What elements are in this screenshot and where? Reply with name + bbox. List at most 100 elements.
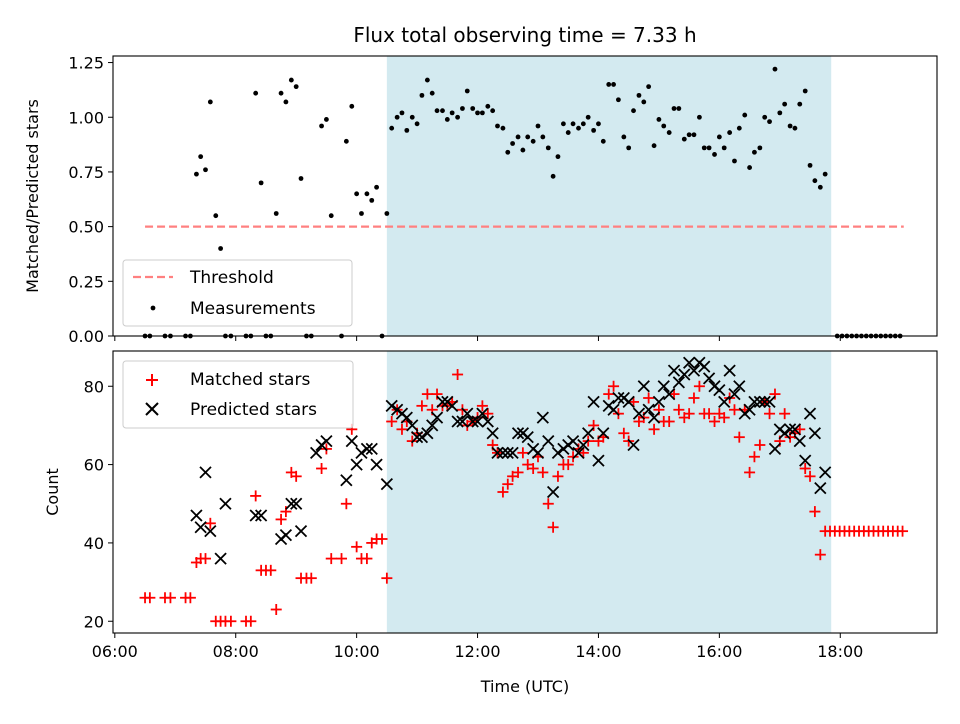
matched-star-point bbox=[476, 400, 488, 412]
predicted-star-point bbox=[415, 431, 429, 444]
top-panel: 0.00 0.25 0.50 0.75 1.00 1.25 Matched/Predict… bbox=[23, 54, 938, 346]
predicted-star-point bbox=[370, 458, 383, 471]
matched-star-point bbox=[361, 553, 373, 565]
predicted-star-point bbox=[199, 466, 212, 479]
matched-star-point bbox=[416, 400, 428, 412]
matched-star-point bbox=[779, 408, 791, 420]
measurement-point bbox=[500, 125, 506, 131]
matched-star-point bbox=[537, 466, 549, 478]
bottom-axes-frame bbox=[112, 350, 938, 634]
measurement-point bbox=[661, 123, 667, 129]
measurement-point bbox=[727, 130, 733, 135]
top-observing-span bbox=[386, 56, 832, 336]
matched-star-point bbox=[764, 408, 776, 420]
measurement-point bbox=[797, 101, 803, 107]
predicted-star-point bbox=[743, 403, 756, 416]
matched-star-point bbox=[497, 486, 509, 498]
measurement-point bbox=[666, 130, 672, 135]
measurement-point bbox=[404, 127, 410, 133]
matched-star-point bbox=[804, 470, 816, 482]
predicted-star-point bbox=[582, 427, 595, 440]
matched-star-point bbox=[683, 408, 695, 420]
measurement-point bbox=[324, 117, 329, 122]
measurement-point bbox=[767, 119, 772, 125]
predicted-star-point bbox=[682, 356, 696, 369]
predicted-star-point bbox=[294, 525, 308, 538]
x-axis-label: Time (UTC) bbox=[480, 677, 569, 696]
matched-star-point bbox=[144, 592, 156, 604]
matched-star-point bbox=[482, 408, 494, 420]
measurement-point bbox=[606, 82, 612, 87]
predicted-star-point bbox=[426, 419, 439, 432]
predicted-star-point bbox=[632, 407, 646, 420]
matched-star-point bbox=[325, 553, 337, 565]
measurement-point bbox=[455, 114, 460, 120]
y-tick-label: 0.75 bbox=[68, 163, 104, 182]
predicted-star-point bbox=[410, 431, 424, 444]
matched-star-point bbox=[290, 470, 302, 482]
measurement-point bbox=[626, 145, 632, 151]
measurement-point bbox=[736, 125, 742, 131]
y-tick-label: 1.00 bbox=[68, 108, 104, 127]
measurement-point bbox=[712, 152, 717, 157]
measurement-point bbox=[384, 211, 390, 216]
predicted-star-point bbox=[320, 434, 333, 448]
predicted-star-point bbox=[446, 399, 459, 412]
measurement-point bbox=[354, 191, 360, 197]
measurement-point bbox=[600, 138, 606, 144]
predicted-star-point bbox=[400, 411, 413, 424]
measurement-point bbox=[555, 154, 561, 160]
measurement-point bbox=[596, 121, 601, 127]
matched-star-point bbox=[452, 369, 464, 380]
matched-star-point bbox=[552, 470, 564, 482]
measurement-point bbox=[565, 130, 571, 135]
measurement-point bbox=[510, 141, 516, 146]
predicted-star-point bbox=[647, 411, 661, 424]
predicted-star-point bbox=[597, 427, 610, 440]
predicted-star-point bbox=[587, 395, 600, 409]
predicted-stars-series bbox=[190, 356, 832, 565]
bottom-panel: 20 40 60 80 06:00 08:00 10:00 12:00 14:00 16:00 1… bbox=[43, 350, 938, 696]
measurement-point bbox=[777, 110, 783, 116]
matched-star-point bbox=[718, 412, 730, 424]
measurement-point bbox=[716, 134, 722, 140]
measurement-point bbox=[616, 97, 621, 103]
predicted-star-point bbox=[481, 415, 494, 428]
measurement-point bbox=[349, 103, 355, 109]
predicted-star-point bbox=[340, 474, 353, 487]
measurement-point bbox=[747, 165, 752, 170]
measurement-point bbox=[278, 90, 284, 96]
matched-star-point bbox=[703, 408, 715, 420]
measurement-point bbox=[520, 147, 526, 153]
predicted-star-point bbox=[748, 395, 761, 409]
matched-star-point bbox=[386, 416, 398, 427]
y-tick-label: 80 bbox=[84, 377, 104, 396]
measurement-point bbox=[641, 99, 647, 105]
measurement-point bbox=[203, 167, 208, 173]
predicted-star-point bbox=[285, 497, 298, 510]
predicted-star-point bbox=[698, 360, 711, 373]
measurement-point bbox=[535, 123, 541, 129]
top-x-axis bbox=[114, 336, 841, 341]
measurement-point bbox=[444, 117, 450, 122]
measurement-point bbox=[812, 178, 818, 184]
predicted-star-point bbox=[607, 403, 620, 416]
matched-star-point bbox=[199, 553, 211, 565]
legend-measurements-swatch bbox=[150, 305, 156, 311]
measurement-point bbox=[686, 132, 692, 138]
measurement-point bbox=[656, 117, 662, 122]
predicted-star-point bbox=[637, 380, 650, 393]
predicted-star-point bbox=[793, 434, 806, 448]
predicted-star-point bbox=[783, 423, 797, 436]
chart-title: Flux total observing time = 7.33 h bbox=[353, 23, 696, 47]
bottom-legend: Matched stars Predicted stars bbox=[122, 360, 354, 429]
measurement-point bbox=[328, 213, 334, 219]
matched-star-point bbox=[648, 423, 660, 435]
predicted-star-point bbox=[345, 434, 358, 448]
matched-star-point bbox=[280, 506, 292, 518]
predicted-star-point bbox=[612, 391, 625, 405]
measurement-point bbox=[369, 197, 375, 203]
measurement-point bbox=[792, 125, 798, 131]
matched-star-point bbox=[618, 427, 630, 439]
predicted-star-point bbox=[733, 380, 746, 393]
